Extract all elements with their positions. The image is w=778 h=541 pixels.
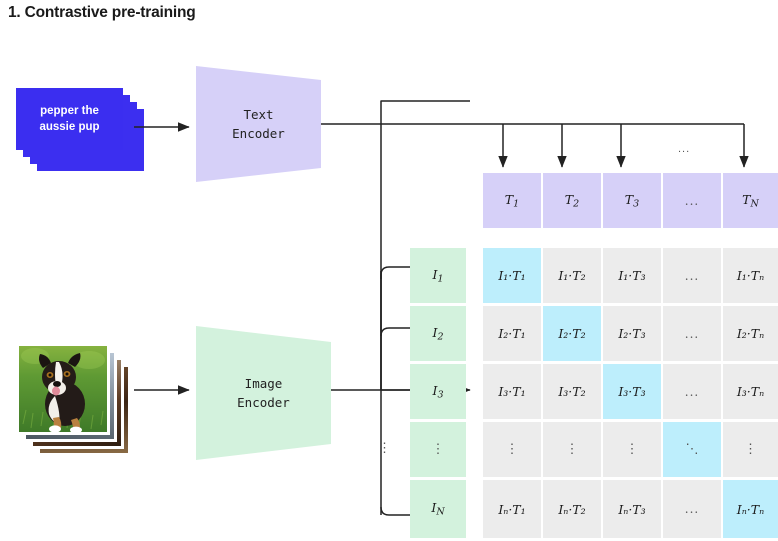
image-encoder-label: Image Encoder [196, 326, 331, 460]
t-cell-ellipsis-label: ... [684, 193, 700, 208]
matrix-cell-r4-c1: ⋮ [483, 422, 541, 477]
matrix-cell-label: ⋮ [625, 442, 639, 457]
page-title: 1. Contrastive pre-training [8, 4, 196, 21]
t-cell-n-label: TN [742, 191, 759, 210]
text-sample-line2: aussie pup [39, 121, 100, 133]
i-cell-3: I3 [410, 364, 466, 419]
matrix-cell-r4-c4: ⋱ [663, 422, 721, 477]
t-cell-3-label: T3 [624, 191, 640, 210]
matrix-cell-r3-c1: I₃·T₁ [483, 364, 541, 419]
dog-photo-icon [19, 346, 107, 432]
image-branch-ellipsis: ⋮ [378, 440, 392, 455]
matrix-cell-label: I₃·T₂ [558, 384, 586, 399]
matrix-cell-r1-c3: I₁·T₃ [603, 248, 661, 303]
matrix-cell-r3-c4: ... [663, 364, 721, 419]
i-cell-ellipsis-label: ⋮ [431, 442, 445, 457]
text-encoder-block: Text Encoder [196, 66, 321, 182]
t-cell-3: T3 [603, 173, 661, 228]
text-encoder-shape [196, 66, 321, 182]
matrix-cell-r2-c2: I₂·T₂ [543, 306, 601, 361]
text-encoder-label-line1: Text [243, 107, 274, 122]
i-cell-2: I2 [410, 306, 466, 361]
matrix-cell-label: I₁·Tₙ [736, 268, 765, 283]
matrix-cell-r2-c1: I₂·T₁ [483, 306, 541, 361]
matrix-cell-r1-c1: I₁·T₁ [483, 248, 541, 303]
i-cell-ellipsis: ⋮ [410, 422, 466, 477]
i-cell-1-label: I1 [432, 266, 444, 285]
matrix-cell-label: ... [684, 502, 700, 516]
matrix-cell-label: ⋮ [744, 442, 757, 457]
image-sample-stack [16, 343, 136, 461]
matrix-cell-r2-c4: ... [663, 306, 721, 361]
matrix-cell-label: I₂·T₁ [498, 326, 526, 341]
matrix-cell-label: I₃·Tₙ [736, 384, 765, 399]
matrix-cell-label: ⋱ [685, 442, 699, 457]
matrix-cell-label: I₂·Tₙ [736, 326, 765, 341]
matrix-cell-r4-c5: ⋮ [723, 422, 778, 477]
image-encoder-block: Image Encoder [196, 326, 331, 460]
matrix-cell-r3-c5: I₃·Tₙ [723, 364, 778, 419]
matrix-cell-label: ... [684, 384, 700, 399]
matrix-cell-label: ⋮ [565, 442, 579, 457]
t-cell-1: T1 [483, 173, 541, 228]
matrix-cell-label: I₁·T₃ [618, 268, 646, 283]
matrix-cell-label: I₂·T₂ [558, 326, 586, 341]
matrix-cell-label: I₁·T₁ [498, 268, 526, 283]
matrix-cell-label: I₁·T₂ [558, 268, 586, 283]
t-cell-1-label: T1 [504, 191, 520, 210]
i-cell-1: I1 [410, 248, 466, 303]
text-encoder-label: Text Encoder [196, 66, 321, 182]
text-sample-line1: pepper the [40, 105, 99, 117]
text-sample-stack: pepper the aussie pup [16, 88, 144, 172]
t-cell-n: TN [723, 173, 778, 228]
matrix-cell-label: I₃·T₃ [618, 384, 646, 399]
matrix-cell-r3-c2: I₃·T₂ [543, 364, 601, 419]
t-cell-ellipsis: ... [663, 173, 721, 228]
matrix-cell-r5-c4: ... [663, 480, 721, 538]
text-sample-card: pepper the aussie pup [16, 88, 123, 150]
matrix-cell-label: I₂·T₃ [618, 326, 646, 341]
matrix-cell-r1-c4: ... [663, 248, 721, 303]
text-encoder-label-line2: Encoder [232, 126, 285, 141]
image-sample-photo [16, 343, 110, 435]
image-encoder-label-line1: Image [244, 376, 283, 391]
matrix-cell-r4-c2: ⋮ [543, 422, 601, 477]
t-cell-2: T2 [543, 173, 601, 228]
matrix-cell-r1-c2: I₁·T₂ [543, 248, 601, 303]
t-cell-2-label: T2 [564, 191, 580, 210]
matrix-cell-r2-c3: I₂·T₃ [603, 306, 661, 361]
matrix-cell-r5-c2: Iₙ·T₂ [543, 480, 601, 538]
image-encoder-shape [196, 326, 331, 460]
matrix-cell-r5-c5: Iₙ·Tₙ [723, 480, 778, 538]
matrix-cell-label: ⋮ [505, 442, 519, 457]
matrix-cell-r5-c3: Iₙ·T₃ [603, 480, 661, 538]
matrix-cell-label: ... [684, 268, 700, 283]
matrix-cell-r3-c3: I₃·T₃ [603, 364, 661, 419]
image-encoder-label-line2: Encoder [237, 395, 290, 410]
matrix-cell-label: Iₙ·Tₙ [736, 501, 765, 517]
matrix-cell-label: Iₙ·T₃ [618, 501, 646, 517]
i-cell-2-label: I2 [432, 324, 444, 343]
matrix-cell-r4-c3: ⋮ [603, 422, 661, 477]
matrix-cell-label: I₃·T₁ [498, 384, 526, 399]
matrix-cell-r1-c5: I₁·Tₙ [723, 248, 778, 303]
text-branch-ellipsis: ... [678, 143, 691, 155]
matrix-cell-label: Iₙ·T₂ [558, 501, 586, 517]
i-cell-n: IN [410, 480, 466, 538]
matrix-cell-label: Iₙ·T₁ [498, 501, 526, 517]
i-cell-3-label: I3 [432, 382, 444, 401]
matrix-cell-label: ... [684, 326, 700, 341]
matrix-cell-r5-c1: Iₙ·T₁ [483, 480, 541, 538]
i-cell-n-label: IN [431, 500, 445, 518]
matrix-cell-r2-c5: I₂·Tₙ [723, 306, 778, 361]
